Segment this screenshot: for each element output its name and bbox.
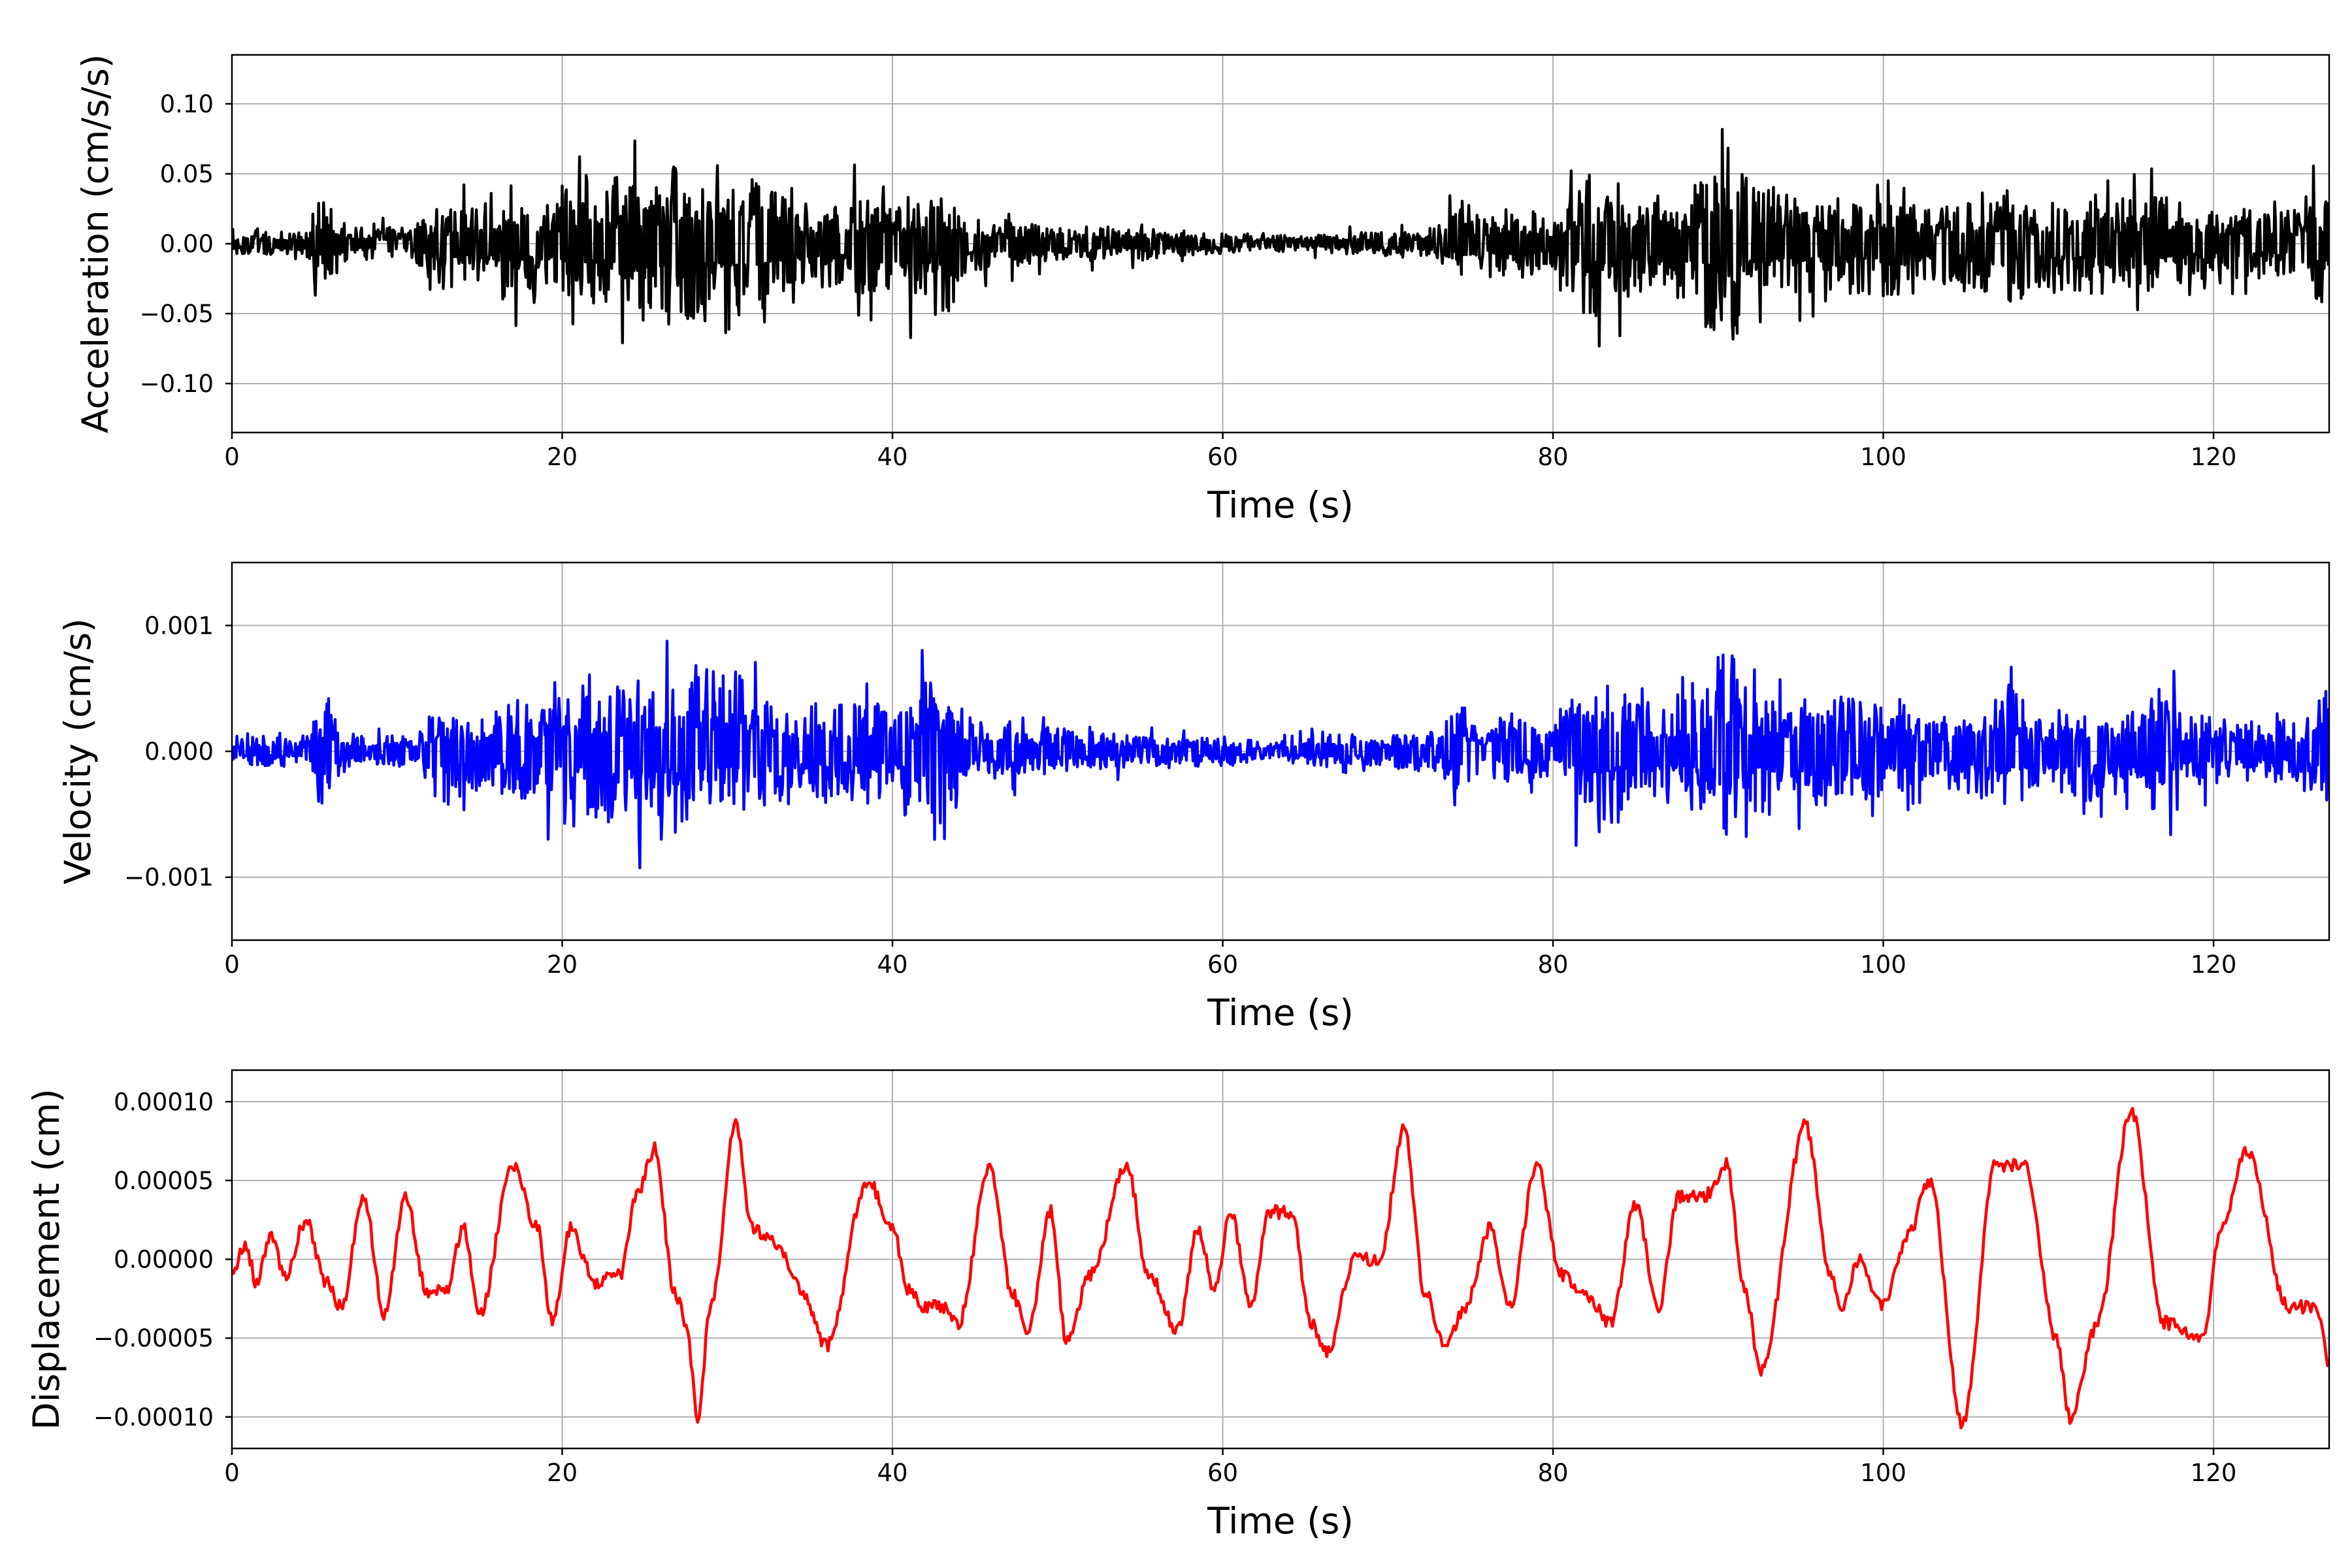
series-line xyxy=(232,127,2329,348)
x-tick-label: 60 xyxy=(1207,1459,1238,1487)
x-tick-label: 0 xyxy=(224,1459,240,1487)
x-tick-label: 100 xyxy=(1860,443,1906,471)
x-tick-label: 40 xyxy=(877,951,907,979)
y-tick-label: 0.00000 xyxy=(114,1246,214,1274)
x-tick-label: 40 xyxy=(877,443,907,471)
y-tick-label: 0.05 xyxy=(160,160,214,188)
y-tick-label: 0.001 xyxy=(144,612,214,640)
series-line xyxy=(232,640,2329,870)
x-tick-label: 0 xyxy=(224,443,240,471)
x-axis-title: Time (s) xyxy=(1207,1500,1354,1542)
y-tick-label: 0.10 xyxy=(160,90,214,118)
x-tick-label: 40 xyxy=(877,1459,907,1487)
y-tick-label: 0.00 xyxy=(160,230,214,258)
x-tick-label: 20 xyxy=(547,443,578,471)
x-tick-label: 100 xyxy=(1860,951,1906,979)
y-tick-label: −0.10 xyxy=(140,370,214,398)
x-tick-label: 60 xyxy=(1207,951,1238,979)
y-axis-title: Velocity (cm/s) xyxy=(57,618,99,884)
y-tick-label: 0.000 xyxy=(144,738,214,766)
x-tick-label: 120 xyxy=(2191,1459,2237,1487)
x-tick-label: 100 xyxy=(1860,1459,1906,1487)
x-tick-label: 80 xyxy=(1538,1459,1569,1487)
x-tick-label: 0 xyxy=(224,951,240,979)
x-tick-label: 80 xyxy=(1538,443,1569,471)
y-axis-title: Acceleration (cm/s/s) xyxy=(74,54,116,433)
x-axis-title: Time (s) xyxy=(1207,484,1354,526)
x-tick-label: 80 xyxy=(1538,951,1569,979)
x-tick-label: 120 xyxy=(2191,951,2237,979)
x-tick-label: 20 xyxy=(547,1459,578,1487)
series-line xyxy=(232,1107,2329,1429)
velocity-panel: 0 20 40 60 80 100 120 0.001 0.000 −0.001 Time (s) V… xyxy=(57,561,2330,1034)
y-tick-label: −0.05 xyxy=(140,300,214,328)
y-tick-label: −0.00010 xyxy=(93,1403,214,1431)
acceleration-panel: 0 20 40 60 80 100 120 0.10 0.05 0.00 −0.05 −0.10 Tim… xyxy=(74,54,2330,526)
displacement-panel: 0 20 40 60 80 100 120 0.00010 0.00005 0.00000 −0.0… xyxy=(25,1069,2330,1542)
y-tick-label: −0.00005 xyxy=(93,1324,214,1352)
x-tick-label: 60 xyxy=(1207,443,1238,471)
x-tick-label: 20 xyxy=(547,951,578,979)
y-axis-title: Displacement (cm) xyxy=(25,1088,67,1429)
x-tick-label: 120 xyxy=(2191,443,2237,471)
y-tick-label: 0.00005 xyxy=(114,1167,214,1195)
y-tick-label: −0.001 xyxy=(124,864,214,892)
y-tick-label: 0.00010 xyxy=(114,1088,214,1116)
x-axis-title: Time (s) xyxy=(1207,992,1354,1034)
